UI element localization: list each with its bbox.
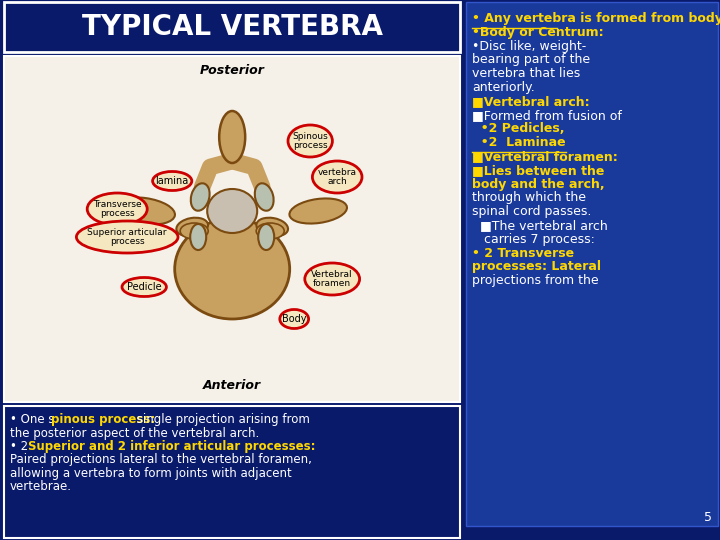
Ellipse shape [289,199,347,224]
Text: Posterior: Posterior [199,64,265,77]
Text: Vertebral: Vertebral [311,270,353,279]
Text: carries 7 process:: carries 7 process: [472,233,595,246]
Text: process: process [110,237,145,246]
Text: vertebrae.: vertebrae. [10,481,72,494]
Text: process: process [100,209,135,218]
Text: ■The vertebral arch: ■The vertebral arch [472,219,608,232]
Ellipse shape [76,221,178,253]
Text: arch: arch [328,177,347,186]
Text: allowing a vertebra to form joints with adjacent: allowing a vertebra to form joints with … [10,467,292,480]
Text: process: process [293,141,328,150]
Text: the posterior aspect of the vertebral arch.: the posterior aspect of the vertebral ar… [10,427,259,440]
Ellipse shape [219,111,246,163]
Bar [467,2,718,526]
Text: bearing part of the: bearing part of the [472,53,590,66]
Ellipse shape [312,161,362,193]
Ellipse shape [256,223,284,239]
Text: ■Vertebral arch:: ■Vertebral arch: [472,95,590,108]
Text: Superior and 2 inferior articular processes:: Superior and 2 inferior articular proces… [28,440,315,453]
Ellipse shape [175,219,289,319]
Ellipse shape [153,172,192,191]
Text: vertebra: vertebra [318,168,356,177]
Ellipse shape [87,193,147,225]
Text: Paired projections lateral to the vertebral foramen,: Paired projections lateral to the verteb… [10,454,312,467]
Text: projections from the: projections from the [472,274,599,287]
Text: Pedicle: Pedicle [127,282,161,292]
Text: single projection arising from: single projection arising from [133,413,310,426]
Text: lamina: lamina [156,176,189,186]
Text: ■Lies between the: ■Lies between the [472,164,605,177]
Text: Transverse: Transverse [93,200,142,209]
Text: Body: Body [282,314,307,324]
Text: spinal cord passes.: spinal cord passes. [472,205,592,218]
Text: •2  Laminae: •2 Laminae [472,136,566,149]
Bar [4,2,460,52]
Text: TYPICAL VERTEBRA: TYPICAL VERTEBRA [81,13,383,41]
Text: •Body or Centrum:: •Body or Centrum: [472,26,604,39]
Ellipse shape [191,183,210,211]
Text: •Disc like, weight-: •Disc like, weight- [472,39,587,52]
Text: processes: Lateral: processes: Lateral [472,260,601,273]
Text: pinous process:: pinous process: [51,413,156,426]
Ellipse shape [256,218,288,237]
Text: Anterior: Anterior [203,379,261,392]
Text: foramen: foramen [313,279,351,288]
Ellipse shape [288,125,333,157]
Text: • One s: • One s [10,413,55,426]
Ellipse shape [122,278,166,296]
Text: 5: 5 [704,511,712,524]
Ellipse shape [255,183,274,211]
Ellipse shape [305,263,359,295]
Text: •2 Pedicles,: •2 Pedicles, [472,123,565,136]
Text: • 2: • 2 [10,440,32,453]
Text: ■Formed from fusion of: ■Formed from fusion of [472,109,622,122]
Ellipse shape [207,189,257,233]
Text: anteriorly.: anteriorly. [472,81,535,94]
Text: • 2 Transverse: • 2 Transverse [472,247,575,260]
Text: vertebra that lies: vertebra that lies [472,67,580,80]
Text: Superior articular: Superior articular [87,228,167,237]
Bar [4,56,460,402]
Ellipse shape [114,198,175,225]
Text: ■Vertebral foramen:: ■Vertebral foramen: [472,150,618,163]
Ellipse shape [280,309,309,328]
Text: body and the arch,: body and the arch, [472,178,605,191]
Ellipse shape [190,224,206,250]
Text: through which the: through which the [472,191,586,205]
Text: • Any vertebra is formed from body and arch.: • Any vertebra is formed from body and a… [472,12,720,25]
Ellipse shape [180,223,208,239]
Ellipse shape [258,224,274,250]
Ellipse shape [176,218,208,237]
Text: Spinous: Spinous [292,132,328,141]
Bar [4,406,460,538]
